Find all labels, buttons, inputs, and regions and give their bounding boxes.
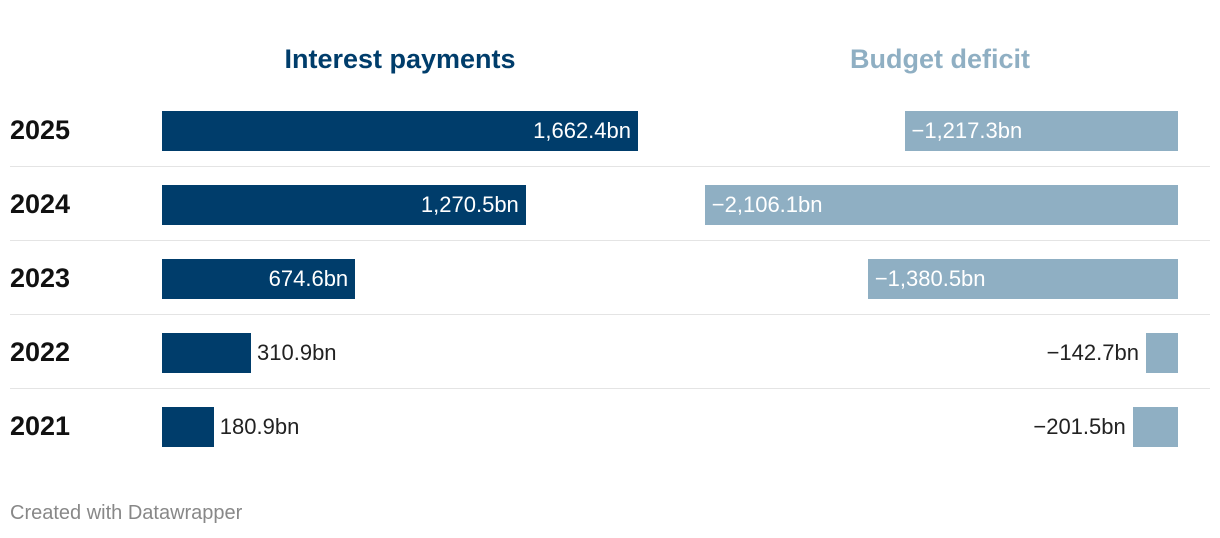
interest-payment-bar (162, 185, 526, 225)
year-label: 2021 (10, 411, 71, 441)
chart-row: 2022 310.9bn −142.7bn (10, 315, 1210, 389)
chart-row: 2024 1,270.5bn −2,106.1bn (10, 167, 1210, 241)
budget-deficit-bar (867, 259, 1178, 299)
budget-deficit-bar (704, 185, 1178, 225)
column-title-interest-payments: Interest payments (284, 44, 516, 74)
interest-payment-value-label: 310.9bn (257, 340, 337, 365)
budget-deficit-value-label: −2,106.1bn (711, 192, 823, 217)
interest-payment-value-label: 180.9bn (219, 414, 300, 439)
chart-row: 2025 1,662.4bn −1,217.3bn (10, 93, 1210, 167)
year-label: 2022 (10, 337, 71, 367)
budget-deficit-value-label: −201.5bn (1033, 414, 1126, 439)
budget-deficit-bar (1145, 333, 1178, 373)
budget-deficit-value-label: −1,380.5bn (874, 266, 986, 291)
budget-deficit-bar (904, 111, 1178, 151)
chart-row: 2021 180.9bn −201.5bn (10, 389, 1210, 463)
row-separator (10, 166, 1210, 167)
budget-deficit-value-label: −1,217.3bn (911, 118, 1023, 143)
interest-payment-value-label: 1,270.5bn (420, 192, 519, 217)
year-label: 2023 (10, 263, 71, 293)
row-separator (10, 388, 1210, 389)
interest-payment-bar (162, 407, 214, 447)
year-label: 2025 (10, 115, 71, 145)
row-separator (10, 314, 1210, 315)
interest-payment-bar (162, 333, 252, 373)
budget-deficit-bar (1132, 407, 1178, 447)
chart-row: 2023 674.6bn −1,380.5bn (10, 241, 1210, 315)
interest-payment-bar (162, 111, 638, 151)
interest-payment-value-label: 674.6bn (268, 266, 349, 291)
interest-payment-value-label: 1,662.4bn (533, 118, 631, 143)
row-separator (10, 240, 1210, 241)
budget-deficit-value-label: −142.7bn (1046, 340, 1139, 365)
footer-credit: Created with Datawrapper (10, 502, 243, 524)
column-title-budget-deficit: Budget deficit (850, 44, 1030, 74)
interest-payment-bar (162, 259, 356, 299)
year-label: 2024 (10, 189, 71, 219)
